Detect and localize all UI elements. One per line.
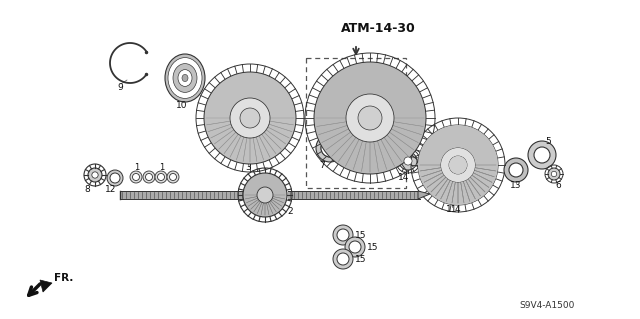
Circle shape: [167, 171, 179, 183]
Circle shape: [449, 156, 467, 174]
Circle shape: [88, 168, 102, 182]
Bar: [306, 58, 406, 188]
Text: 15: 15: [355, 255, 367, 263]
Circle shape: [157, 174, 164, 181]
Circle shape: [325, 143, 335, 153]
Circle shape: [314, 62, 426, 174]
Circle shape: [240, 108, 260, 128]
Circle shape: [504, 158, 528, 182]
Circle shape: [449, 156, 467, 174]
Ellipse shape: [173, 63, 197, 93]
Circle shape: [346, 94, 394, 142]
Polygon shape: [418, 191, 430, 199]
Text: 2: 2: [287, 207, 293, 217]
Ellipse shape: [178, 70, 192, 86]
Circle shape: [130, 171, 142, 183]
Circle shape: [337, 229, 349, 241]
Circle shape: [321, 139, 339, 157]
Circle shape: [143, 171, 155, 183]
Circle shape: [257, 187, 273, 203]
Circle shape: [321, 139, 339, 157]
Circle shape: [155, 171, 167, 183]
Ellipse shape: [168, 58, 202, 98]
Circle shape: [110, 173, 120, 183]
Text: ATM-14-30: ATM-14-30: [340, 21, 415, 34]
Text: S9V4-A1500: S9V4-A1500: [519, 300, 575, 309]
Text: 15: 15: [367, 242, 379, 251]
Text: 5: 5: [545, 137, 551, 146]
Circle shape: [404, 157, 412, 165]
Circle shape: [92, 172, 98, 178]
Circle shape: [441, 148, 475, 182]
Text: 6: 6: [555, 181, 561, 189]
Circle shape: [548, 168, 560, 180]
Polygon shape: [40, 280, 52, 292]
Text: 10: 10: [176, 100, 188, 109]
Text: 8: 8: [84, 186, 90, 195]
Text: 15: 15: [355, 231, 367, 240]
Circle shape: [230, 98, 270, 138]
Text: 4: 4: [454, 205, 460, 214]
Text: FR.: FR.: [54, 273, 74, 283]
Circle shape: [337, 253, 349, 265]
Text: 13: 13: [510, 182, 522, 190]
Circle shape: [243, 173, 287, 217]
Bar: [120, 191, 250, 199]
Circle shape: [132, 174, 140, 181]
Circle shape: [316, 134, 344, 162]
Ellipse shape: [182, 74, 188, 82]
Circle shape: [418, 125, 498, 205]
Circle shape: [349, 241, 361, 253]
Circle shape: [333, 249, 353, 269]
Text: 7: 7: [319, 160, 325, 169]
Circle shape: [170, 174, 177, 181]
Circle shape: [534, 147, 550, 163]
Circle shape: [551, 171, 557, 177]
Circle shape: [333, 225, 353, 245]
Circle shape: [204, 72, 296, 164]
Circle shape: [107, 170, 123, 186]
Circle shape: [145, 174, 152, 181]
Text: 1: 1: [134, 164, 140, 173]
Text: 9: 9: [117, 83, 123, 92]
Circle shape: [441, 148, 475, 182]
Text: 1: 1: [159, 164, 164, 173]
Text: 3: 3: [245, 164, 251, 173]
Circle shape: [528, 141, 556, 169]
Circle shape: [509, 163, 523, 177]
Circle shape: [358, 106, 382, 130]
Bar: [288, 191, 420, 199]
Ellipse shape: [165, 54, 205, 102]
Text: 11: 11: [446, 205, 458, 214]
Circle shape: [399, 152, 417, 170]
Circle shape: [345, 237, 365, 257]
Text: 14: 14: [398, 173, 410, 182]
Circle shape: [418, 125, 498, 205]
Text: 12: 12: [106, 186, 116, 195]
